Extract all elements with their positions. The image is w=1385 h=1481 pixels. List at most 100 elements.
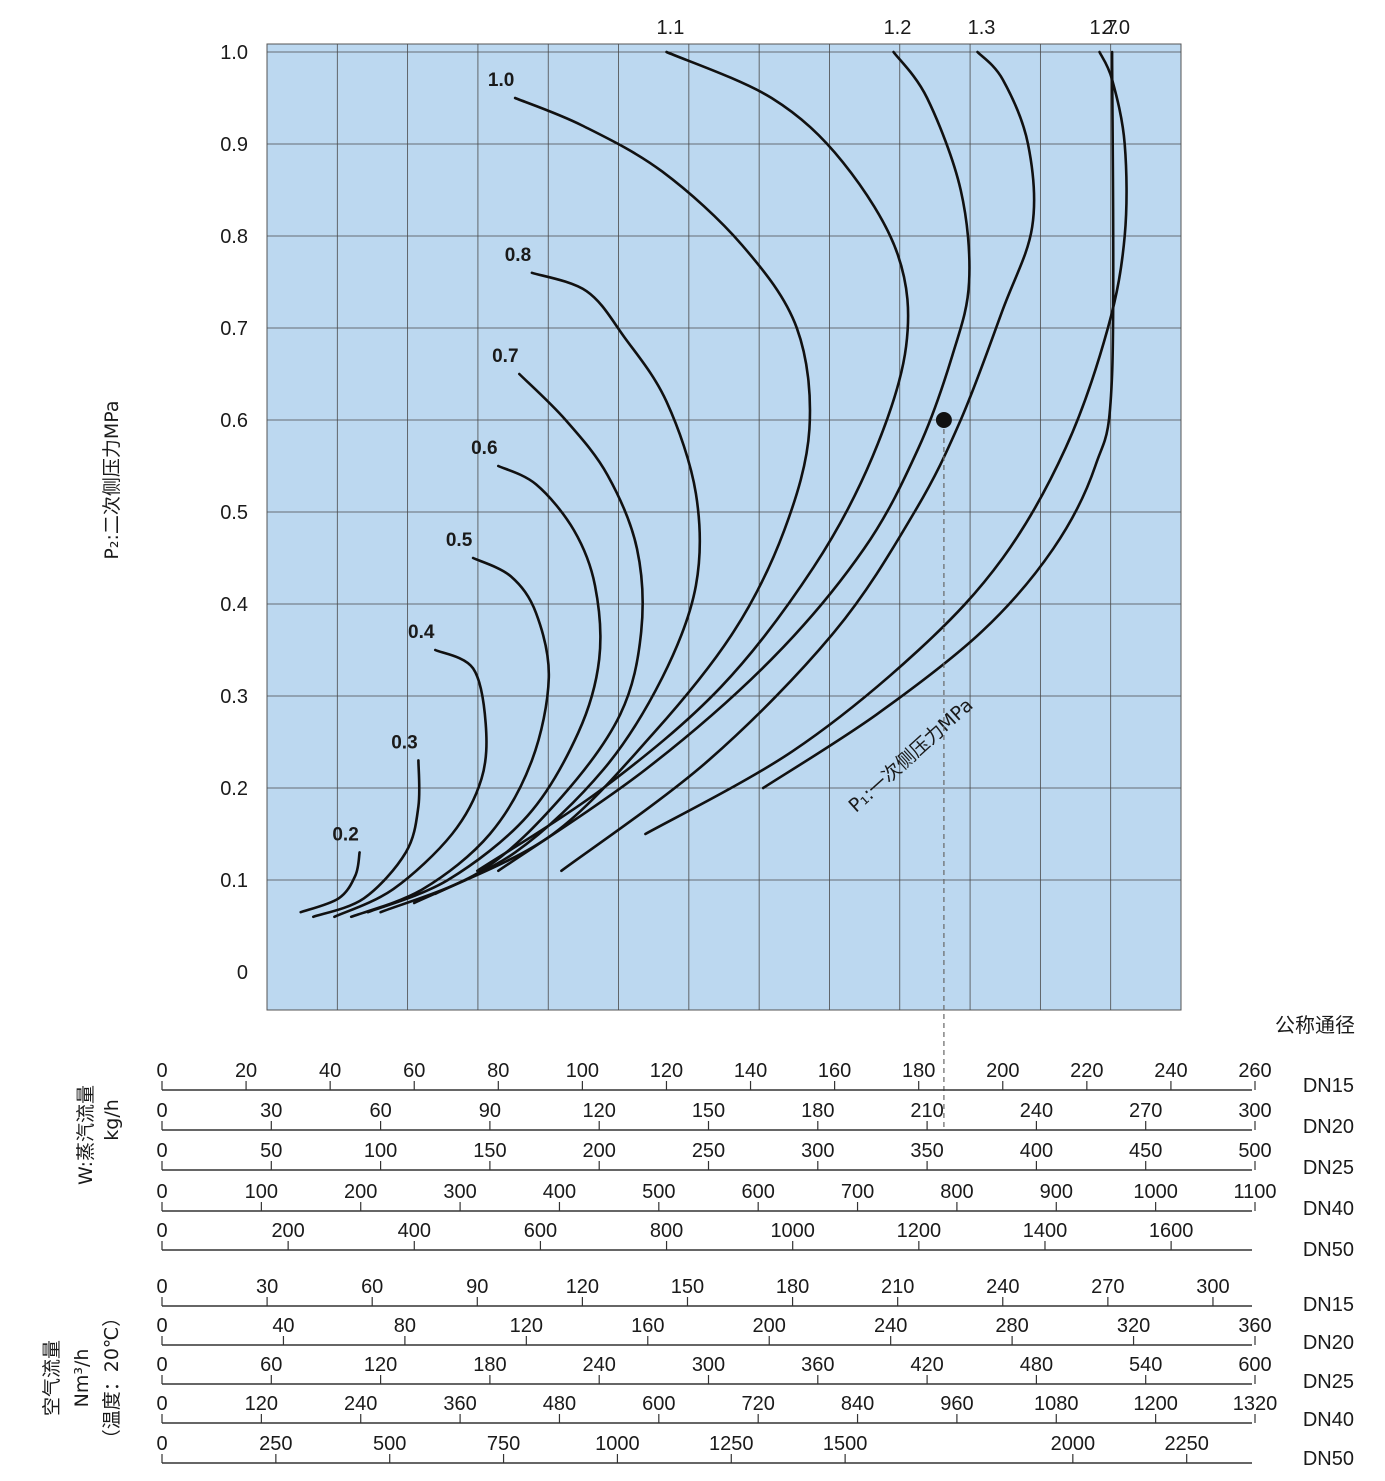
air-scale-DN15-tick-label: 210 — [881, 1276, 914, 1298]
steam-scale-DN50-tick-label: 1200 — [897, 1220, 942, 1242]
y-tick-label: 1.0 — [220, 42, 248, 64]
steam-scale-DN15-tick-label: 180 — [902, 1060, 935, 1082]
steam-scale-DN25-tick-label: 300 — [801, 1140, 834, 1162]
air-scale-DN25-tick-label: 300 — [692, 1354, 725, 1376]
air-scale-DN50-tick-label: 2250 — [1164, 1433, 1209, 1455]
steam-scale-DN15-tick-label: 20 — [235, 1060, 257, 1082]
air-scale-DN40-tick-label: 1320 — [1233, 1393, 1278, 1415]
steam-scale-DN40-tick-label: 100 — [245, 1181, 278, 1203]
air-scale-DN40-tick-label: 480 — [543, 1393, 576, 1415]
steam-scale-DN20-tick-label: 120 — [583, 1100, 616, 1122]
air-scale-DN25-tick-label: 420 — [910, 1354, 943, 1376]
steam-scale-DN40-tick-label: 800 — [940, 1181, 973, 1203]
air-scale-DN15-tick-label: 300 — [1196, 1276, 1229, 1298]
air-scale-DN40-tick-label: 0 — [156, 1393, 167, 1415]
steam-scale-DN40-tick-label: 0 — [156, 1181, 167, 1203]
air-scale-DN25-tick-label: 0 — [156, 1354, 167, 1376]
y-axis-title: P₂:二次侧压力MPa — [101, 400, 123, 559]
air-scale-DN20-tick-label: 40 — [272, 1315, 294, 1337]
air-scale-DN15-tick-label: 0 — [156, 1276, 167, 1298]
air-scale-DN25-tick-label: 360 — [801, 1354, 834, 1376]
air-scale-DN15-tick-label: 90 — [466, 1276, 488, 1298]
curve-p1-1.3 — [560, 50, 1036, 873]
curve-p1-1.1 — [476, 50, 910, 873]
air-scale-DN20-tick-label: 120 — [510, 1315, 543, 1337]
curve-p1-1.2 — [497, 50, 971, 873]
steam-scale-DN20-dn-label: DN20 — [1303, 1116, 1354, 1138]
curve-p1-1.0 — [434, 96, 812, 896]
steam-scale-DN15-tick-label: 40 — [319, 1060, 341, 1082]
air-scale-DN20-tick-label: 320 — [1117, 1315, 1150, 1337]
steam-scale-DN15-tick-label: 160 — [818, 1060, 851, 1082]
air-scale-DN50-tick-label: 2000 — [1051, 1433, 1096, 1455]
curve-top-label-1.2: 1.2 — [884, 17, 912, 39]
steam-scale-DN25-tick-label: 350 — [910, 1140, 943, 1162]
steam-scale-DN40-tick-label: 1000 — [1133, 1181, 1178, 1203]
steam-scale-DN40-tick-label: 1100 — [1233, 1181, 1276, 1203]
air-scale-DN15-tick-label: 120 — [566, 1276, 599, 1298]
steam-scale-DN20-tick-label: 60 — [369, 1100, 391, 1122]
steam-scale-DN50-dn-label: DN50 — [1303, 1239, 1354, 1261]
steam-scale-DN50-tick-label: 1000 — [770, 1220, 815, 1242]
air-scale-DN25-tick-label: 540 — [1129, 1354, 1162, 1376]
steam-scale-DN15-tick-label: 120 — [650, 1060, 683, 1082]
air-scale-DN40-tick-label: 1080 — [1034, 1393, 1079, 1415]
steam-scale-DN25-tick-label: 450 — [1129, 1140, 1162, 1162]
air-scale-DN40-tick-label: 120 — [245, 1393, 278, 1415]
air-scale-DN40-tick-label: 1200 — [1133, 1393, 1178, 1415]
air-scale-DN20-tick-label: 200 — [753, 1315, 786, 1337]
curve-label-0.3: 0.3 — [391, 732, 417, 753]
air-scale-DN20-tick-label: 280 — [995, 1315, 1028, 1337]
y-tick-label: 0.6 — [220, 410, 248, 432]
air-scale-DN40-tick-label: 960 — [940, 1393, 973, 1415]
steam-scale-DN15-tick-label: 260 — [1238, 1060, 1271, 1082]
air-scale-DN25-tick-label: 60 — [260, 1354, 282, 1376]
steam-scale-DN15-dn-label: DN15 — [1303, 1075, 1354, 1097]
steam-scale-DN20-tick-label: 180 — [801, 1100, 834, 1122]
curve-p1-2.0 — [761, 50, 1115, 790]
curve-label-0.5: 0.5 — [446, 530, 473, 551]
curve-label-0.2: 0.2 — [332, 824, 358, 845]
steam-scale-DN25-tick-label: 150 — [473, 1140, 506, 1162]
steam-scale-DN15-tick-label: 80 — [487, 1060, 509, 1082]
steam-scale-DN25-tick-label: 400 — [1020, 1140, 1053, 1162]
steam-scale-DN40-tick-label: 500 — [642, 1181, 675, 1203]
air-scale-DN40-tick-label: 360 — [443, 1393, 476, 1415]
air-scale-DN25-tick-label: 240 — [583, 1354, 616, 1376]
steam-scale-DN50-tick-label: 400 — [398, 1220, 431, 1242]
steam-scale-DN40-tick-label: 700 — [841, 1181, 874, 1203]
air-scale-DN20-tick-label: 80 — [394, 1315, 416, 1337]
air-scale-DN40-tick-label: 240 — [344, 1393, 377, 1415]
curve-top-label-1.3: 1.3 — [968, 17, 996, 39]
steam-scale-DN25-tick-label: 250 — [692, 1140, 725, 1162]
y-tick-label: 0.9 — [220, 134, 248, 156]
y-tick-label: 0.7 — [220, 318, 248, 340]
nominal-diameter-header: 公称通径 — [1275, 1014, 1355, 1037]
y-tick-label: 0.8 — [220, 226, 248, 248]
curve-top-label-1.1: 1.1 — [657, 17, 685, 39]
curve-label-0.7: 0.7 — [492, 346, 518, 367]
steam-scale-DN25-tick-label: 100 — [364, 1140, 397, 1162]
steam-scale-DN40-tick-label: 600 — [741, 1181, 774, 1203]
steam-flow-unit: kg/h — [101, 1099, 123, 1141]
air-scale-DN20-tick-label: 160 — [631, 1315, 664, 1337]
air-scale-DN20-tick-label: 0 — [156, 1315, 167, 1337]
air-scale-DN20-tick-label: 360 — [1238, 1315, 1271, 1337]
curve-top-label-1.7: 1.7 — [1090, 17, 1118, 39]
air-scale-DN50-tick-label: 500 — [373, 1433, 406, 1455]
air-scale-DN40-tick-label: 840 — [841, 1393, 874, 1415]
air-scale-DN50-dn-label: DN50 — [1303, 1448, 1354, 1470]
steam-scale-DN50-tick-label: 200 — [271, 1220, 304, 1242]
steam-scale-DN20-tick-label: 90 — [479, 1100, 501, 1122]
steam-scale-DN25-tick-label: 0 — [156, 1140, 167, 1162]
air-scale-DN40-tick-label: 600 — [642, 1393, 675, 1415]
curve-p1-0.6 — [366, 464, 602, 914]
steam-scale-DN20-tick-label: 240 — [1020, 1100, 1053, 1122]
curve-top-label-2.0: 2.0 — [1102, 17, 1130, 39]
air-flow-title: 空气流量 — [41, 1340, 63, 1416]
steam-scale-DN40-tick-label: 300 — [443, 1181, 476, 1203]
air-scale-DN15-tick-label: 180 — [776, 1276, 809, 1298]
y-tick-label: 0.5 — [220, 502, 248, 524]
air-scale-DN15-dn-label: DN15 — [1303, 1294, 1354, 1316]
air-scale-DN20-dn-label: DN20 — [1303, 1332, 1354, 1354]
